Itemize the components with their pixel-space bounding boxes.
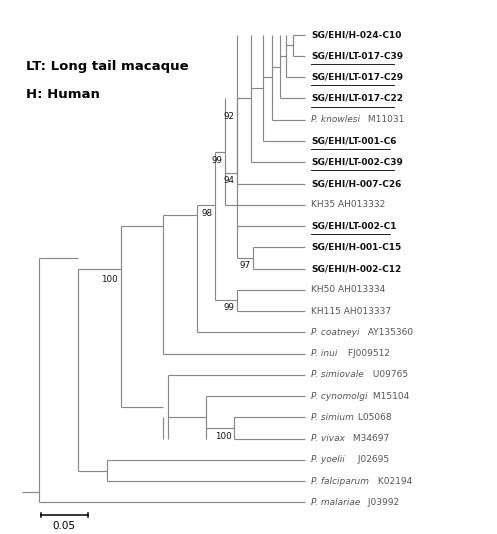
Text: AY135360: AY135360 (365, 328, 413, 337)
Text: J02695: J02695 (355, 456, 389, 465)
Text: 0.05: 0.05 (53, 521, 76, 531)
Text: M15104: M15104 (370, 391, 409, 400)
Text: P. cynomolgi: P. cynomolgi (311, 391, 367, 400)
Text: 100: 100 (101, 274, 118, 284)
Text: M11031: M11031 (365, 115, 405, 124)
Text: H: Human: H: Human (26, 88, 100, 101)
Text: SG/EHI/LT-017-C22: SG/EHI/LT-017-C22 (311, 94, 403, 103)
Text: 94: 94 (223, 176, 234, 185)
Text: KH50 AH013334: KH50 AH013334 (311, 285, 385, 294)
Text: P. simiovale: P. simiovale (311, 371, 364, 379)
Text: 99: 99 (211, 155, 222, 164)
Text: K02194: K02194 (375, 477, 412, 486)
Text: P. vivax: P. vivax (311, 434, 345, 443)
Text: KH115 AH013337: KH115 AH013337 (311, 307, 391, 316)
Text: 92: 92 (223, 112, 234, 121)
Text: J03992: J03992 (365, 498, 399, 507)
Text: 100: 100 (215, 432, 232, 441)
Text: L05068: L05068 (355, 413, 392, 422)
Text: 98: 98 (201, 209, 213, 218)
Text: U09765: U09765 (370, 371, 408, 379)
Text: SG/EHI/LT-017-C29: SG/EHI/LT-017-C29 (311, 73, 403, 82)
Text: SG/EHI/LT-002-C1: SG/EHI/LT-002-C1 (311, 222, 397, 231)
Text: SG/EHI/LT-017-C39: SG/EHI/LT-017-C39 (311, 51, 403, 60)
Text: P. yoelii: P. yoelii (311, 456, 344, 465)
Text: 99: 99 (223, 303, 234, 312)
Text: P. malariae: P. malariae (311, 498, 360, 507)
Text: SG/EHI/H-024-C10: SG/EHI/H-024-C10 (311, 30, 401, 39)
Text: P. inui: P. inui (311, 349, 337, 358)
Text: P. simium: P. simium (311, 413, 354, 422)
Text: P. coatneyi: P. coatneyi (311, 328, 359, 337)
Text: SG/EHI/H-002-C12: SG/EHI/H-002-C12 (311, 264, 401, 273)
Text: KH35 AH013332: KH35 AH013332 (311, 200, 385, 209)
Text: P. falciparum: P. falciparum (311, 477, 369, 486)
Text: SG/EHI/H-001-C15: SG/EHI/H-001-C15 (311, 243, 401, 252)
Text: P. knowlesi: P. knowlesi (311, 115, 360, 124)
Text: SG/EHI/LT-001-C6: SG/EHI/LT-001-C6 (311, 137, 397, 145)
Text: SG/EHI/H-007-C26: SG/EHI/H-007-C26 (311, 179, 401, 188)
Text: FJ009512: FJ009512 (345, 349, 390, 358)
Text: LT: Long tail macaque: LT: Long tail macaque (26, 60, 189, 73)
Text: SG/EHI/LT-002-C39: SG/EHI/LT-002-C39 (311, 158, 403, 167)
Text: 97: 97 (239, 261, 250, 270)
Text: M34697: M34697 (350, 434, 390, 443)
